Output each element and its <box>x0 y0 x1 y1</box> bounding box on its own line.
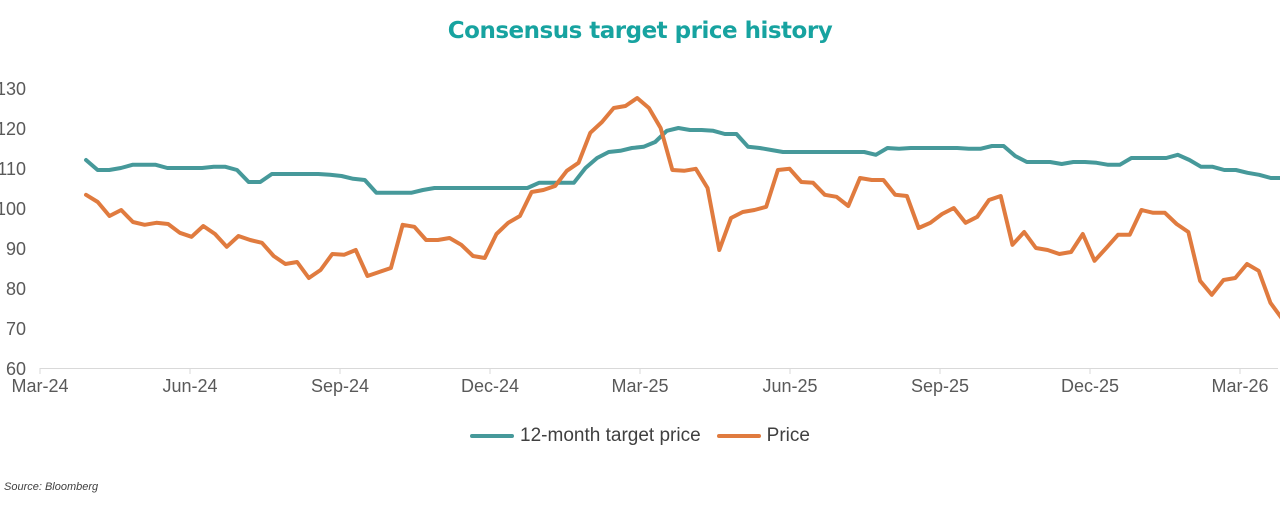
x-tick-label: Sep-25 <box>911 376 969 396</box>
x-tick-label: Jun-25 <box>762 376 817 396</box>
series-line-target-price <box>84 126 1280 195</box>
y-tick-label: 70 <box>6 319 26 339</box>
source-note: Source: Bloomberg <box>4 481 99 493</box>
legend-label-target: 12-month target price <box>520 425 701 446</box>
x-tick-label: Mar-24 <box>11 376 68 396</box>
x-tick-label: Mar-26 <box>1211 376 1268 396</box>
x-tick-label: Dec-24 <box>461 376 519 396</box>
x-tick-label: Sep-24 <box>311 376 369 396</box>
x-tick-label: Jun-24 <box>162 376 217 396</box>
y-tick-label: 60 <box>6 359 26 379</box>
legend-swatch-target <box>470 434 515 438</box>
x-tick-label: Mar-25 <box>611 376 668 396</box>
y-tick-label: 80 <box>6 279 26 299</box>
y-tick-label: 90 <box>6 239 26 259</box>
legend-label-price: Price <box>766 425 810 446</box>
x-tick-label: Dec-25 <box>1061 376 1119 396</box>
y-tick-label: 120 <box>0 119 26 139</box>
y-tick-label: 100 <box>0 199 26 219</box>
y-tick-label: 110 <box>0 159 26 179</box>
legend-item-price: Price <box>716 425 810 447</box>
chart-title: Consensus target price history <box>447 18 833 44</box>
legend: 12-month target price Price <box>0 425 1280 447</box>
legend-item-target: 12-month target price <box>470 425 701 447</box>
series-line-price <box>84 96 1280 320</box>
legend-swatch-price <box>716 434 761 438</box>
y-tick-label: 130 <box>0 79 26 99</box>
